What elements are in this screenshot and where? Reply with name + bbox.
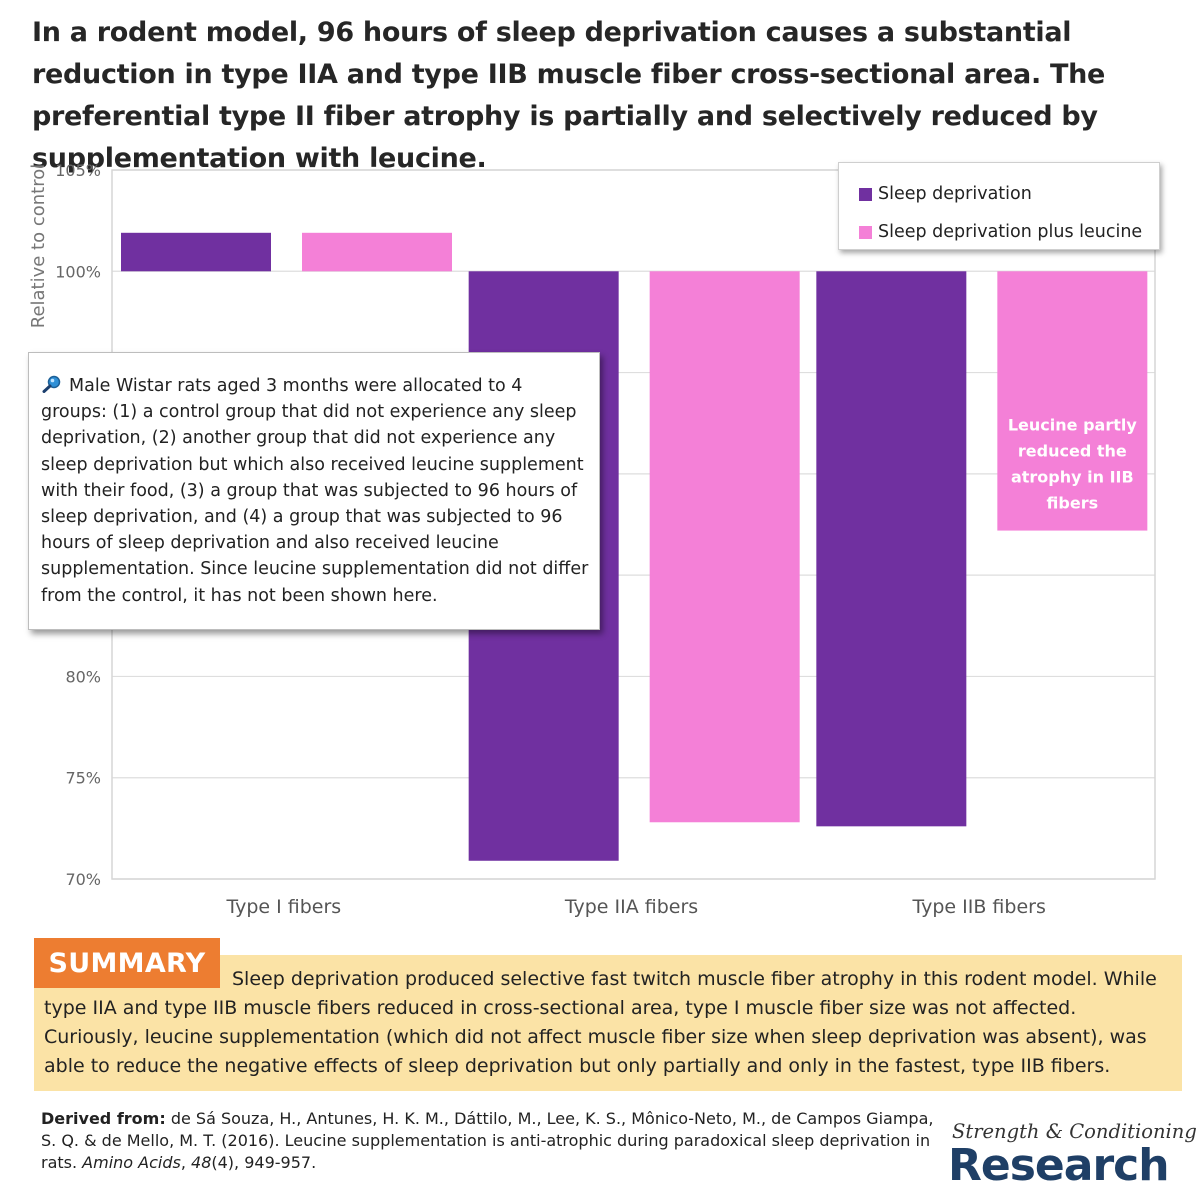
bar (649, 271, 800, 823)
y-tick-label: 75% (65, 769, 101, 788)
citation-journal: Amino Acids (82, 1153, 181, 1172)
citation: Derived from: de Sá Souza, H., Antunes, … (41, 1108, 941, 1174)
bar (121, 232, 271, 272)
bar-annotation: Leucine partly reduced the atrophy in IIB f… (1008, 415, 1137, 512)
brand-word: Research (948, 1140, 1170, 1191)
citation-volume: 48 (191, 1153, 212, 1172)
y-tick-label: 100% (55, 262, 101, 281)
y-tick-label: 80% (65, 667, 101, 686)
summary-text: Sleep deprivation produced selective fas… (44, 968, 1157, 1077)
method-note: Male Wistar rats aged 3 months were allo… (28, 352, 600, 630)
citation-issue-pages: (4), 949-957. (211, 1153, 317, 1172)
category-labels: Type I fibers Type IIA fibers Type IIB fib… (225, 896, 1045, 918)
bar (302, 232, 452, 272)
legend-swatch (859, 187, 872, 201)
legend-swatch (859, 225, 872, 239)
brand-script: Strength & Conditioning (952, 1120, 1197, 1143)
category-label: Type IIB fibers (911, 896, 1045, 918)
headline: In a rodent model, 96 hours of sleep dep… (32, 17, 1106, 174)
legend-label: Sleep deprivation plus leucine (878, 222, 1143, 242)
method-note-text: Male Wistar rats aged 3 months were allo… (41, 376, 589, 606)
bar (816, 271, 967, 827)
brand-logo: Strength & Conditioning Research (948, 1118, 1197, 1198)
category-label: Type I fibers (225, 896, 341, 918)
citation-sep: , (180, 1153, 192, 1172)
y-tick-labels: 70% 75% 80% 100% 105% (55, 161, 101, 889)
bar (997, 271, 1148, 531)
legend-label: Sleep deprivation (878, 184, 1032, 204)
citation-lead: Derived from: (41, 1109, 166, 1128)
y-tick-label: 105% (55, 161, 101, 180)
y-axis-label: Relative to control (28, 164, 49, 329)
citation-authors: de Sá Souza, H., Antunes, H. K. M., Dátt… (41, 1109, 934, 1172)
legend-item-sleep-deprivation: Sleep deprivation (859, 175, 1159, 213)
y-tick-label: 70% (65, 870, 101, 889)
magnifier-icon (42, 375, 61, 393)
legend-item-sleep-deprivation-plus-leucine: Sleep deprivation plus leucine (859, 213, 1159, 251)
legend: Sleep deprivation Sleep deprivation plus… (838, 162, 1160, 250)
summary-box: Sleep deprivation produced selective fas… (34, 955, 1182, 1091)
summary-label: SUMMARY (34, 938, 220, 988)
category-label: Type IIA fibers (564, 896, 698, 918)
